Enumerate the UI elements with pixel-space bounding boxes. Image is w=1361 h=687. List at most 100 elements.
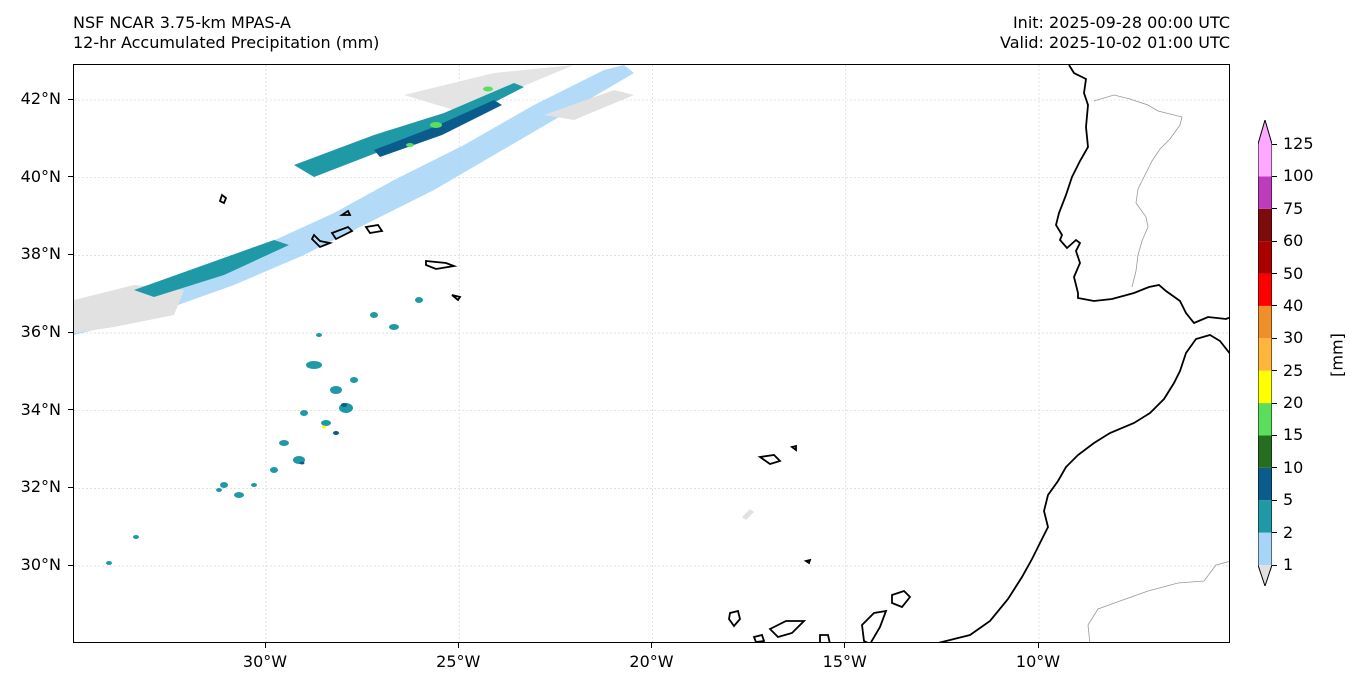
lon-tick: [457, 643, 459, 648]
lon-tick: [651, 643, 652, 648]
init-time: Init: 2025-09-28 00:00 UTC: [1012, 13, 1230, 32]
colorbar-tick: [1272, 337, 1277, 339]
canary-lanzarote: [891, 589, 912, 609]
colorbar-segment: [1258, 273, 1272, 306]
colorbar-segment: [1258, 176, 1272, 209]
colorbar-extend-low: [1258, 565, 1272, 586]
azores-island-3: [330, 225, 354, 241]
colorbar-tick: [1272, 175, 1277, 177]
canary-gomera: [752, 633, 766, 642]
portugal-spain-border: [1093, 94, 1183, 288]
precip-cells-south-dark: [299, 403, 347, 465]
azores-island-2: [310, 233, 334, 249]
lat-tick: [68, 564, 73, 566]
lat-tick: [68, 98, 73, 100]
colorbar-tick: [1272, 434, 1277, 436]
colorbar-level-label: 1: [1283, 555, 1294, 574]
colorbar-level-label: 75: [1283, 198, 1304, 218]
lon-tick-label: 30°W: [242, 652, 288, 671]
colorbar-segment: [1258, 144, 1272, 177]
lon-tick-label: 20°W: [629, 652, 674, 671]
madeira-island: [757, 454, 782, 465]
coastlines: [218, 65, 1229, 642]
colorbar-tick: [1272, 467, 1277, 469]
precip-cell-green-3: [406, 143, 414, 147]
lat-tick: [68, 409, 73, 411]
colorbar: [1258, 120, 1272, 586]
map-panel[interactable]: [73, 64, 1230, 643]
precip-cells-south: [106, 297, 423, 565]
colorbar-level-label: 20: [1283, 393, 1304, 413]
country-borders: [1087, 94, 1229, 642]
colorbar-segment: [1258, 435, 1272, 468]
colorbar-tick: [1272, 208, 1277, 210]
lat-tick: [68, 486, 73, 488]
selvagens-island: [803, 558, 812, 565]
precip-cell-green-2: [483, 86, 493, 92]
iberia-coast: [1055, 65, 1229, 325]
lat-tick-label: 40°N: [20, 166, 61, 186]
precip-core-dark: [374, 100, 502, 157]
lat-tick: [68, 253, 73, 255]
colorbar-level-label: 15: [1283, 425, 1304, 445]
lon-tick: [1037, 643, 1039, 648]
lat-tick-label: 30°N: [20, 555, 61, 574]
colorbar-tick: [1272, 564, 1277, 566]
lon-tick: [264, 643, 266, 648]
lat-tick-label: 34°N: [20, 399, 61, 419]
colorbar-tick: [1272, 240, 1277, 242]
time-block: Init: 2025-09-28 00:00 UTC Valid: 2025-1…: [1000, 13, 1230, 53]
colorbar-segment: [1258, 532, 1272, 565]
colorbar-level-label: 60: [1283, 231, 1304, 251]
africa-coast: [938, 334, 1229, 642]
model-title: NSF NCAR 3.75-km MPAS-A: [73, 13, 291, 32]
azores-island-7: [339, 209, 352, 216]
colorbar-level-label: 30: [1283, 328, 1304, 348]
colorbar-tick: [1272, 370, 1277, 372]
colorbar-level-label: 5: [1283, 490, 1294, 510]
colorbar-segment: [1258, 241, 1272, 274]
precip-band-grey-ne: [544, 90, 634, 120]
lat-tick-label: 36°N: [20, 322, 61, 342]
lat-tick: [68, 331, 73, 333]
colorbar-tick: [1272, 143, 1277, 145]
colorbar-unit-label: [mm]: [1327, 333, 1347, 377]
colorbar-tick: [1272, 499, 1277, 501]
colorbar-tick: [1272, 532, 1277, 534]
colorbar-segment: [1258, 403, 1272, 436]
precip-cell-green-1: [430, 122, 442, 128]
colorbar-extend-high: [1258, 120, 1272, 144]
colorbar-level-label: 125: [1283, 134, 1314, 153]
colorbar-tick: [1272, 402, 1277, 404]
precipitation-field: [74, 65, 754, 565]
valid-time: Valid: 2025-10-02 01:00 UTC: [999, 33, 1230, 52]
lat-tick-label: 38°N: [20, 244, 61, 264]
precip-core-mid: [134, 240, 289, 297]
lon-tick-label: 15°W: [822, 652, 867, 671]
colorbar-tick: [1272, 273, 1277, 275]
colorbar-segment: [1258, 305, 1272, 339]
lon-tick-label: 25°W: [436, 652, 481, 671]
lat-tick: [68, 176, 73, 178]
lat-tick-label: 32°N: [20, 477, 61, 497]
canary-la-palma: [728, 609, 741, 628]
field-title: 12-hr Accumulated Precipitation (mm): [73, 33, 380, 52]
precip-grey-canaries: [742, 509, 754, 520]
azores-island-4: [364, 224, 384, 234]
colorbar-level-label: 2: [1283, 522, 1294, 542]
canary-fuerteventura: [861, 609, 888, 642]
canary-gran-canaria: [819, 634, 831, 642]
title-block: NSF NCAR 3.75-km MPAS-A 12-hr Accumulate…: [73, 13, 379, 53]
precip-band-grey-west: [74, 285, 184, 333]
lat-tick-label: 42°N: [20, 89, 61, 109]
map-canvas: [74, 65, 1229, 642]
colorbar-segment: [1258, 208, 1272, 242]
morocco-border: [1087, 561, 1229, 642]
porto-santo-island: [789, 444, 797, 452]
colorbar-level-label: 100: [1283, 166, 1314, 186]
colorbar-tick: [1272, 305, 1277, 307]
colorbar-segment: [1258, 338, 1272, 371]
colorbar-level-label: 40: [1283, 295, 1304, 315]
colorbar-segment: [1258, 370, 1272, 404]
precip-core-north: [294, 83, 524, 177]
